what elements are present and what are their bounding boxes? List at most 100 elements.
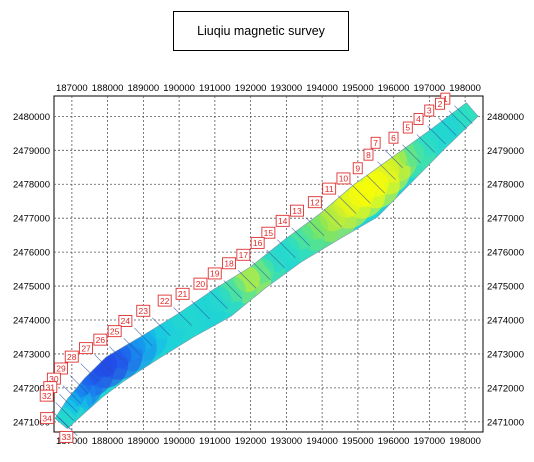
x-tick-top: 192000 <box>235 83 267 94</box>
profile-line <box>337 195 357 214</box>
x-tick-top: 196000 <box>378 83 410 94</box>
profile-label: 1 <box>443 94 448 104</box>
profile-label-box <box>275 214 290 227</box>
x-tick-top: 198000 <box>449 83 481 94</box>
y-tick-right: 2474000 <box>487 316 524 327</box>
profile-label: 24 <box>121 316 131 326</box>
y-tick-right: 2476000 <box>487 248 524 259</box>
profile-label-box <box>39 389 54 402</box>
profile-label: 3 <box>427 106 432 116</box>
x-tick-top: 193000 <box>271 83 303 94</box>
x-tick-bottom: 192000 <box>235 436 267 447</box>
profile-label-box <box>370 136 381 149</box>
profile-label: 26 <box>96 335 106 345</box>
profile-label-box <box>107 325 122 338</box>
profile-line <box>59 393 78 413</box>
profile-label-box <box>93 333 108 346</box>
y-tick-right: 2480000 <box>487 112 524 123</box>
profile-line <box>123 337 142 357</box>
profile-label: 21 <box>178 289 188 299</box>
profile-line <box>134 327 153 347</box>
y-tick-right: 2478000 <box>487 180 524 191</box>
profile-line <box>448 110 468 130</box>
profile-label: 9 <box>355 163 360 173</box>
y-tick-left: 2478000 <box>13 180 50 191</box>
y-tick-left: 2474000 <box>13 316 50 327</box>
profile-label: 32 <box>42 391 52 401</box>
profile-line <box>352 185 371 204</box>
y-tick-left: 2472000 <box>13 383 50 394</box>
profile-label-box <box>136 304 151 317</box>
profile-labels: 1234567891011121314151617181920212223242… <box>39 92 451 443</box>
profile-label-box <box>435 97 445 110</box>
profile-label: 5 <box>405 123 410 133</box>
x-tick-bottom: 196000 <box>378 436 410 447</box>
profile-line <box>55 402 74 421</box>
profile-label: 12 <box>310 197 320 207</box>
x-tick-bottom: 198000 <box>449 436 481 447</box>
profile-label: 4 <box>416 114 421 124</box>
profile-label: 28 <box>67 352 77 362</box>
profile-label: 19 <box>210 269 220 279</box>
profile-line <box>191 300 210 320</box>
profile-label: 31 <box>46 382 56 392</box>
x-tick-top: 187000 <box>56 83 88 94</box>
profile-label-box <box>388 131 399 144</box>
profile-label-box <box>322 182 337 195</box>
y-tick-right: 2475000 <box>487 282 524 293</box>
profile-label: 11 <box>325 184 334 194</box>
profile-label: 23 <box>139 306 149 316</box>
profile-line <box>427 125 446 145</box>
profile-label-box <box>40 412 55 425</box>
profile-label-box <box>336 172 351 185</box>
profile-label-box <box>175 287 190 300</box>
profile-label: 18 <box>224 258 234 268</box>
profile-label: 33 <box>62 432 72 442</box>
profile-label: 2 <box>438 99 443 109</box>
x-tick-bottom: 194000 <box>306 436 338 447</box>
profile-label: 27 <box>81 343 91 353</box>
strip-outline <box>54 102 479 430</box>
profile-line <box>237 270 257 289</box>
y-tick-right: 2472000 <box>487 383 524 394</box>
x-tick-bottom: 197000 <box>414 436 446 447</box>
profile-line <box>291 227 310 247</box>
x-tick-bottom: 190000 <box>163 436 195 447</box>
x-tick-bottom: 189000 <box>128 436 160 447</box>
profile-line <box>366 174 385 194</box>
x-tick-bottom: 195000 <box>342 436 374 447</box>
y-tick-left: 2473000 <box>13 349 50 360</box>
x-tick-top: 195000 <box>342 83 374 94</box>
profile-label-box <box>261 226 276 239</box>
profile-label: 7 <box>373 138 378 148</box>
profile-label-box <box>54 362 68 375</box>
profile-line <box>69 375 89 394</box>
profile-label-box <box>250 236 265 249</box>
profile-label: 8 <box>366 150 371 160</box>
profile-line <box>51 410 71 430</box>
profile-label-box <box>222 257 237 270</box>
profile-line <box>94 354 114 374</box>
profile-label: 10 <box>339 174 349 184</box>
profile-line <box>454 105 473 124</box>
profile-label-box <box>363 148 374 161</box>
map-title: Liuqiu magnetic survey <box>173 11 349 51</box>
profile-label: 34 <box>42 413 52 423</box>
profile-label: 25 <box>110 326 120 336</box>
profile-line <box>377 161 396 180</box>
profile-label-box <box>236 248 251 261</box>
x-tick-top: 194000 <box>306 83 338 94</box>
profile-line <box>305 217 325 236</box>
profile-label-box <box>424 104 435 117</box>
y-tick-left: 2471000 <box>13 417 50 428</box>
profile-line <box>323 208 343 228</box>
profile-label-box <box>157 294 172 307</box>
y-tick-right: 2473000 <box>487 349 524 360</box>
y-tick-left: 2475000 <box>13 282 50 293</box>
x-tick-top: 197000 <box>414 83 446 94</box>
x-tick-top: 189000 <box>128 83 160 94</box>
profile-line <box>152 317 171 337</box>
profile-label: 15 <box>264 228 274 238</box>
profile-line <box>252 261 271 281</box>
